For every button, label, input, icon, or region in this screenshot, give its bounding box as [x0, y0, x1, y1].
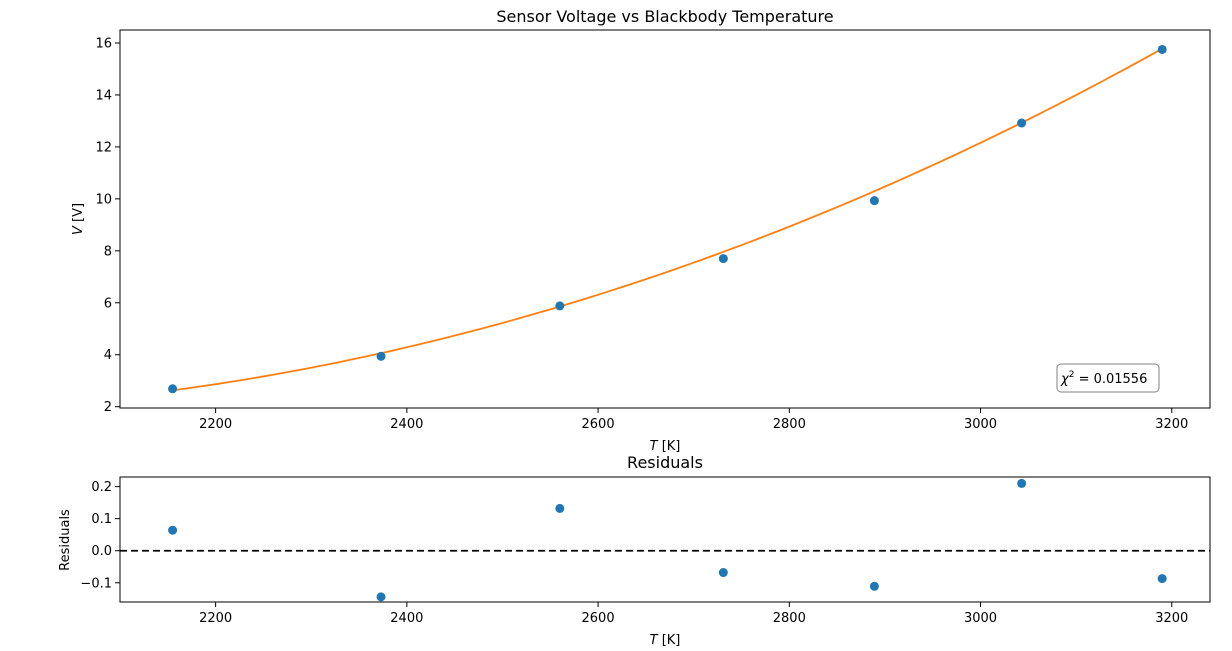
residuals-y-tick-label: 0.2: [91, 480, 112, 495]
main-y-ticks: 2 4 6 8 10 12 14 16: [95, 36, 120, 415]
residual-point: [376, 592, 386, 602]
main-y-tick-label: 4: [104, 348, 112, 363]
main-y-tick-label: 14: [95, 88, 112, 103]
data-point: [1017, 118, 1027, 128]
residuals-plot: Residuals 2200 2400 2600 2800 3000 3200 −0.1 0…: [58, 453, 1211, 648]
main-x-tick-label: 2200: [199, 417, 232, 432]
residuals-y-tick-label: 0.1: [91, 512, 112, 527]
main-plot-title: Sensor Voltage vs Blackbody Temperature: [496, 7, 833, 26]
residuals-y-tick-label: −0.1: [80, 576, 112, 591]
residual-point: [718, 568, 728, 578]
residual-point: [869, 581, 879, 591]
residual-point: [168, 525, 178, 535]
residuals-plot-title: Residuals: [627, 453, 703, 472]
data-points-group: [168, 44, 1167, 394]
main-y-tick-label: 16: [95, 36, 112, 51]
main-y-tick-label: 12: [95, 140, 112, 155]
data-point: [718, 254, 728, 264]
residuals-x-ticks: 2200 2400 2600 2800 3000 3200: [199, 602, 1188, 626]
data-point: [555, 301, 565, 311]
residuals-plot-frame: [119, 476, 1211, 603]
residuals-y-axis-label: Residuals: [58, 509, 73, 571]
data-point: [1157, 44, 1167, 54]
main-plot: Sensor Voltage vs Blackbody Temperature …: [71, 7, 1211, 454]
main-y-tick-label: 6: [104, 296, 112, 311]
main-x-tick-label: 3200: [1155, 417, 1188, 432]
residual-point: [555, 503, 565, 513]
main-y-tick-label: 10: [95, 192, 112, 207]
data-point: [869, 196, 879, 206]
residuals-y-ticks: −0.1 0.0 0.1 0.2: [80, 480, 120, 591]
annotation-frame: [1056, 363, 1160, 393]
main-x-tick-label: 2600: [582, 417, 615, 432]
main-plot-frame: [119, 29, 1211, 409]
data-point: [168, 384, 178, 394]
residuals-y-tick-label: 0.0: [91, 544, 112, 559]
chi-squared-annotation: χ2 = 0.01556: [1056, 363, 1160, 393]
residual-points-group: [168, 478, 1167, 602]
fit-line-group: [172, 47, 1163, 392]
residuals-x-tick-label: 2600: [582, 611, 615, 626]
data-point: [376, 351, 386, 361]
annotation-text: χ2 = 0.01556: [1060, 370, 1147, 387]
residuals-x-tick-label: 2800: [773, 611, 806, 626]
residuals-x-tick-label: 3200: [1155, 611, 1188, 626]
residual-point: [1157, 574, 1167, 584]
residuals-x-tick-label: 2200: [199, 611, 232, 626]
residuals-x-tick-label: 3000: [964, 611, 997, 626]
fit-curve: [172, 47, 1163, 392]
main-y-tick-label: 8: [104, 244, 112, 259]
main-x-ticks: 2200 2400 2600 2800 3000 3200: [199, 408, 1188, 432]
residuals-x-tick-label: 2400: [390, 611, 423, 626]
residual-point: [1017, 478, 1027, 488]
main-x-tick-label: 2400: [390, 417, 423, 432]
main-y-tick-label: 2: [104, 400, 112, 415]
main-x-tick-label: 3000: [964, 417, 997, 432]
main-y-axis-label: V [V]: [71, 203, 86, 235]
main-x-tick-label: 2800: [773, 417, 806, 432]
residuals-x-axis-label: T [K]: [650, 633, 681, 648]
main-x-axis-label: T [K]: [650, 439, 681, 454]
